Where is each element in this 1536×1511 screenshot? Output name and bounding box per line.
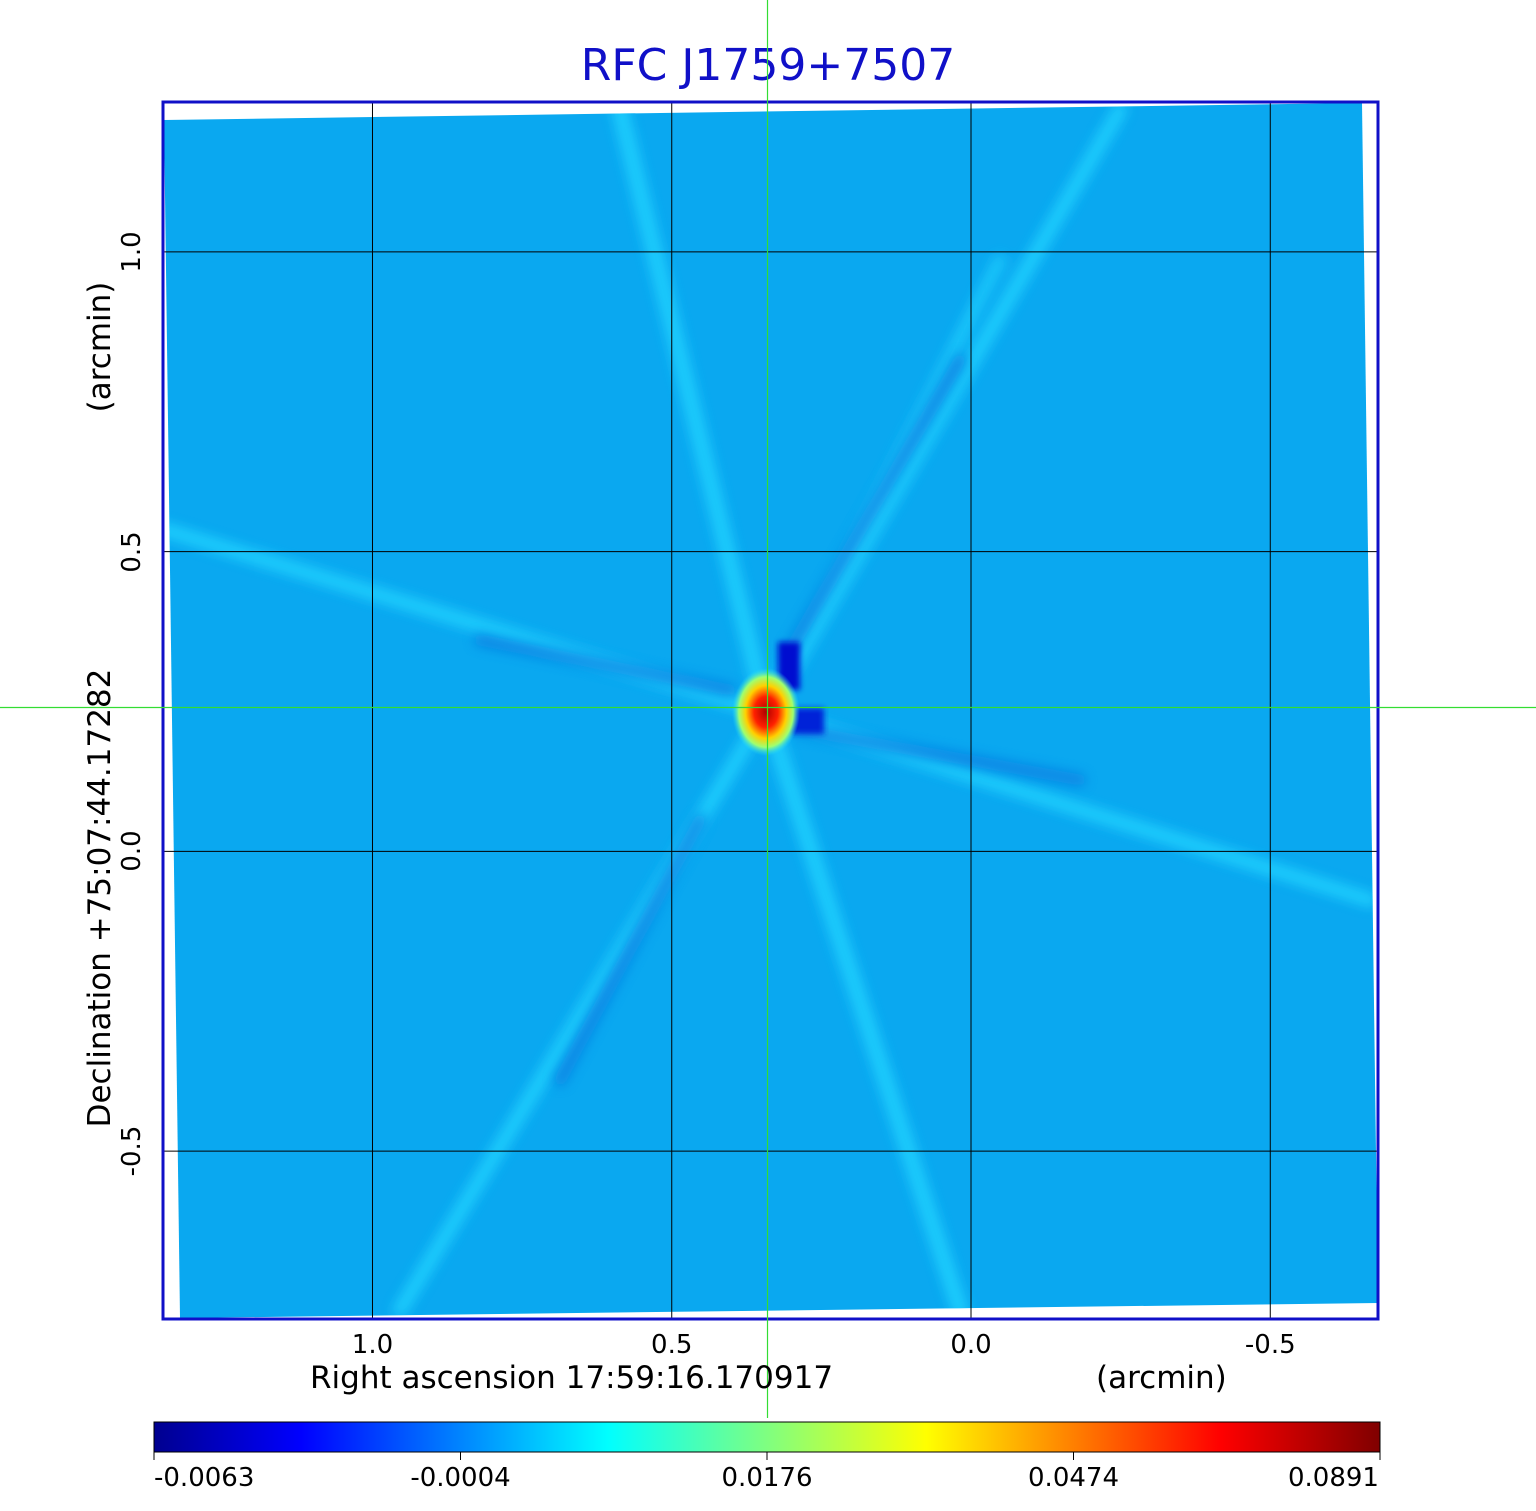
colorbar-tick-label: 0.0176 — [721, 1463, 813, 1493]
colorbar-tick-label: 0.0474 — [1028, 1463, 1119, 1493]
sidelobe-pattern — [164, 103, 1377, 1318]
coordinate-grid — [163, 102, 1378, 1319]
y-tick-label: -0.5 — [117, 1125, 147, 1177]
colorbar-tick-label: -0.0063 — [154, 1463, 255, 1493]
x-tick-label: 0.5 — [651, 1330, 693, 1360]
crosshair — [0, 0, 1536, 1418]
x-axis-label: Right ascension 17:59:16.170917 — [310, 1360, 834, 1396]
x-tick-label: 0.0 — [950, 1330, 992, 1360]
colorbar-ticks — [153, 1452, 1381, 1460]
y-tick-label: 1.0 — [117, 231, 147, 273]
colorbar — [153, 1421, 1381, 1453]
y-tick-label: 0.5 — [117, 530, 147, 573]
y-tick-label: 0.0 — [117, 830, 147, 873]
source-peak — [732, 668, 800, 756]
colorbar-tick-label: -0.0004 — [410, 1463, 511, 1493]
plot-frame — [161, 100, 1380, 1321]
x-tick-label: -0.5 — [1244, 1330, 1296, 1360]
x-axis-unit: (arcmin) — [1096, 1360, 1227, 1396]
colorbar-tick-label: 0.0891 — [1288, 1463, 1379, 1493]
y-axis-label: Declination +75:07:44.17282 — [82, 668, 118, 1128]
y-axis-unit: (arcmin) — [82, 281, 118, 413]
x-tick-label: 1.0 — [351, 1330, 394, 1360]
